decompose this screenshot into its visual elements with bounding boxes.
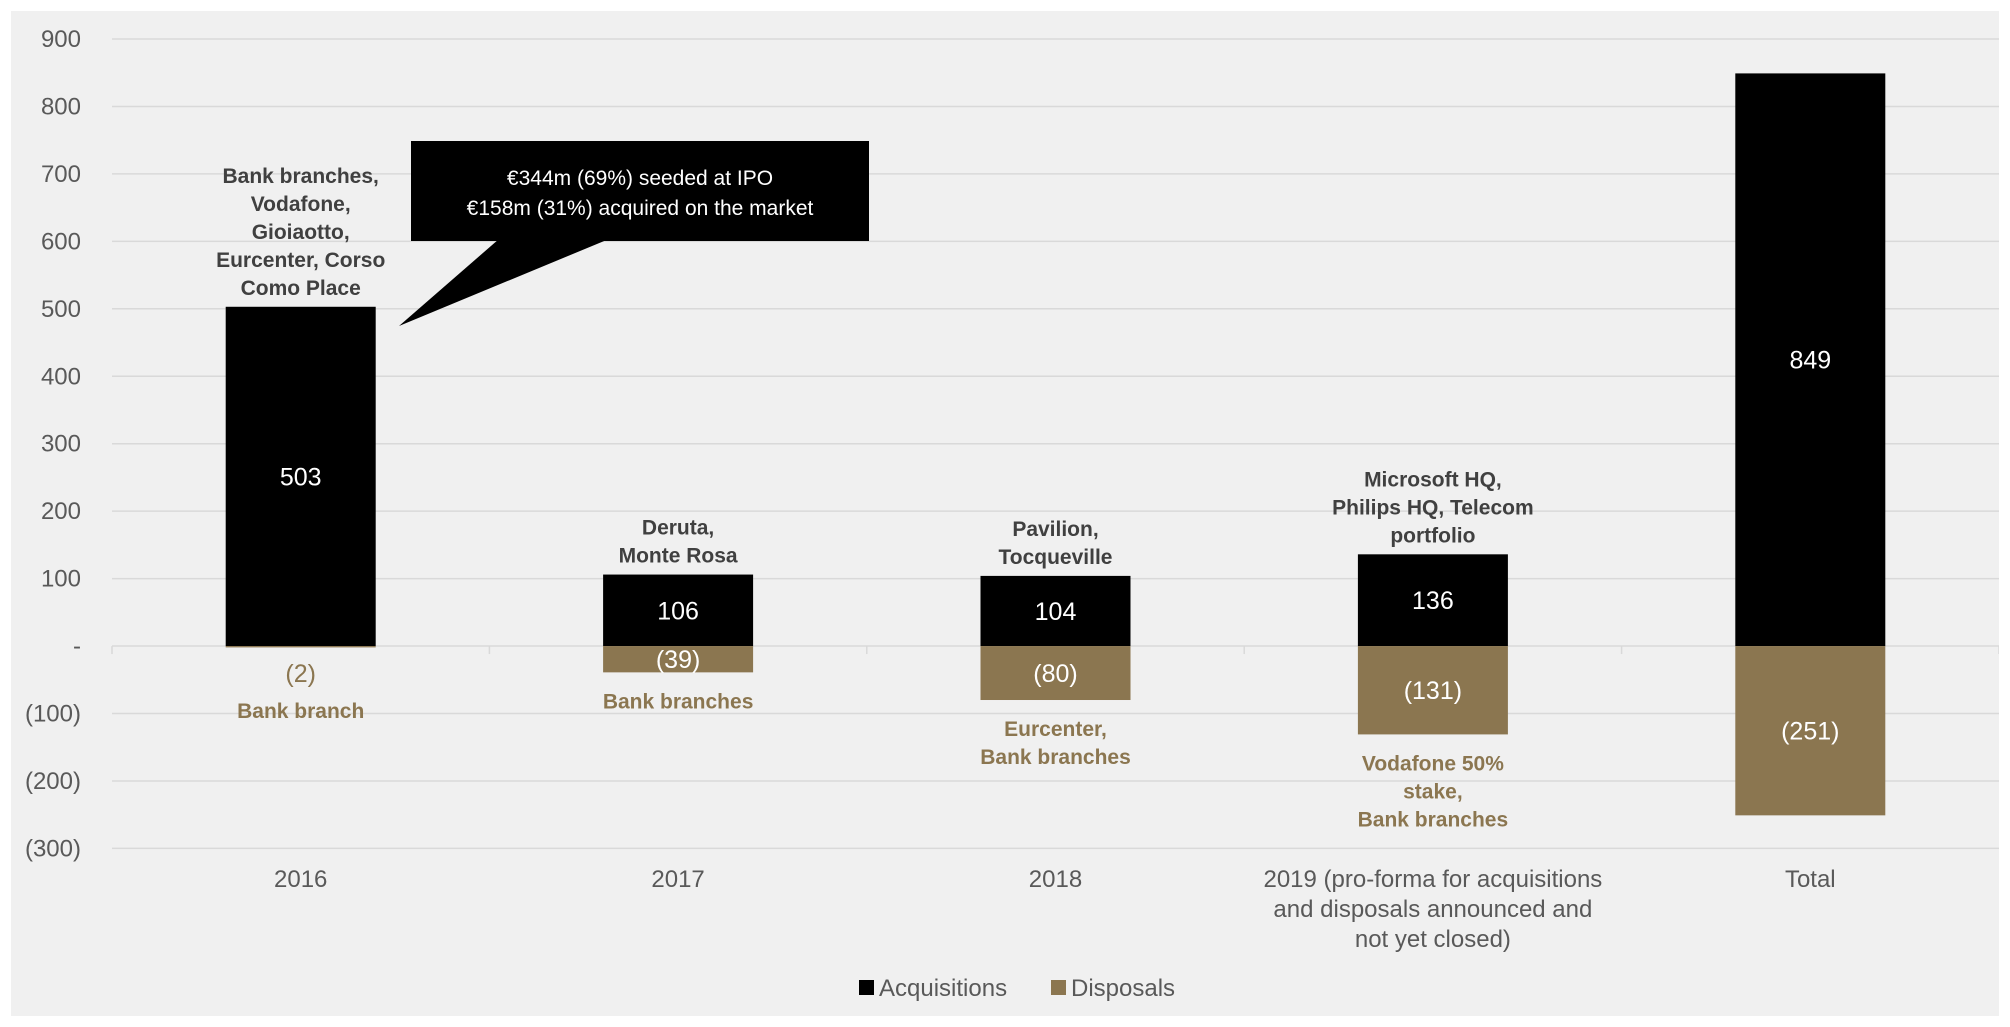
- disposals-bar: [980, 646, 1131, 701]
- acquisitions-bar: [1735, 73, 1886, 647]
- disposals-value-label: (2): [285, 660, 316, 688]
- acquisition-annotation-line: Vodafone,: [251, 193, 351, 216]
- disposals-bar: [1357, 646, 1508, 735]
- disposal-annotation-line: Vodafone 50%: [1362, 752, 1504, 775]
- y-tick-label: 800: [41, 93, 81, 120]
- x-category-label: 2019 (pro-forma for acquisitions and disp…: [1263, 866, 1602, 953]
- callout-text: €158m (31%) acquired on the market: [467, 197, 814, 220]
- x-category-label: 2018: [1029, 866, 1082, 893]
- y-axis-tick-labels: (300) (200) (100) - 100 200 300 400 500 600 700 800…: [25, 26, 81, 862]
- acquisitions-value-label: 849: [1789, 347, 1831, 375]
- disposal-annotation-line: Bank branches: [980, 746, 1131, 769]
- disposal-annotation: Bank branch: [237, 700, 364, 723]
- acquisition-annotation-line: Gioiaotto,: [252, 221, 350, 244]
- bars: [225, 73, 1886, 816]
- disposals-value-label: (39): [656, 646, 700, 674]
- bar-annotations: Bank branches, Vodafone, Gioiaotto, Eurcent…: [216, 165, 1534, 832]
- disposal-annotation-line: Bank branches: [603, 690, 754, 713]
- y-tick-label: (300): [25, 835, 81, 862]
- disposal-annotation: Bank branches: [603, 690, 754, 713]
- disposal-annotation-line: stake,: [1403, 780, 1463, 803]
- y-tick-label: (100): [25, 701, 81, 728]
- acquisitions-value-label: 136: [1412, 587, 1454, 615]
- disposals-value-label: (251): [1781, 718, 1839, 746]
- bar-chart: (300) (200) (100) - 100 200 300 400 500 600 700 800…: [25, 26, 1999, 1002]
- acquisitions-bar: [225, 306, 376, 647]
- y-tick-label: 600: [41, 228, 81, 255]
- acquisition-annotation-line: Tocqueville: [999, 546, 1113, 569]
- disposal-annotation-line: Bank branches: [1358, 808, 1509, 831]
- acquisitions-bar: [603, 574, 754, 647]
- x-category-label-line: 2017: [651, 866, 704, 893]
- acquisition-annotation-line: Pavilion,: [1012, 518, 1098, 541]
- acquisition-annotation-line: portfolio: [1390, 524, 1475, 547]
- x-category-label: Total: [1785, 866, 1836, 893]
- acquisition-annotation-line: Eurcenter, Corso: [216, 249, 385, 272]
- y-tick-label: 300: [41, 431, 81, 458]
- acquisition-annotation-line: Bank branches,: [222, 165, 378, 188]
- acquisition-annotation-line: Como Place: [241, 277, 361, 300]
- disposal-annotation-line: Eurcenter,: [1004, 718, 1107, 741]
- acquisitions-bar: [1357, 554, 1508, 647]
- disposals-value-label: (131): [1404, 677, 1462, 705]
- acquisition-annotation: Deruta, Monte Rosa: [619, 517, 738, 568]
- x-category-label-line: and disposals announced and: [1273, 896, 1592, 923]
- chart-panel: (300) (200) (100) - 100 200 300 400 500 600 700 800…: [11, 11, 1999, 1016]
- disposals-value-label: (80): [1033, 660, 1077, 688]
- y-tick-label: 400: [41, 363, 81, 390]
- x-axis-category-labels: 2016 2017 2018 2019 (pro-forma for acquisit…: [274, 866, 1836, 953]
- x-category-label-line: 2018: [1029, 866, 1082, 893]
- acquisitions-value-label: 503: [280, 463, 322, 491]
- x-category-label-line: Total: [1785, 866, 1836, 893]
- y-tick-label: 200: [41, 498, 81, 525]
- legend-swatch: [1051, 980, 1066, 995]
- legend-label: Disposals: [1071, 975, 1175, 1002]
- value-labels: 503 106 104 136 849 (2) (39) (80) (131) (251): [280, 347, 1840, 746]
- legend: Acquisitions Disposals: [859, 975, 1175, 1002]
- x-category-label-line: 2019 (pro-forma for acquisitions: [1263, 866, 1602, 893]
- acquisitions-value-label: 106: [657, 597, 699, 625]
- x-category-label: 2016: [274, 866, 327, 893]
- callout-box: €344m (69%) seeded at IPO €158m (31%) acq…: [399, 141, 869, 326]
- legend-label: Acquisitions: [879, 975, 1007, 1002]
- y-tick-label: -: [73, 633, 81, 660]
- disposal-annotation: Vodafone 50% stake, Bank branches: [1358, 752, 1509, 831]
- y-tick-label: (200): [25, 768, 81, 795]
- disposal-annotation: Eurcenter, Bank branches: [980, 718, 1131, 769]
- callout-pointer: [399, 239, 609, 326]
- y-tick-label: 500: [41, 296, 81, 323]
- y-tick-label: 700: [41, 161, 81, 188]
- disposals-bar: [225, 646, 376, 648]
- disposals-bar: [1735, 646, 1886, 816]
- x-category-label: 2017: [651, 866, 704, 893]
- acquisition-annotation-line: Monte Rosa: [619, 545, 738, 568]
- acquisition-annotation-line: Philips HQ, Telecom: [1332, 496, 1534, 519]
- y-tick-label: 100: [41, 566, 81, 593]
- disposal-annotation-line: Bank branch: [237, 700, 364, 723]
- acquisition-annotation: Microsoft HQ, Philips HQ, Telecom portfoli…: [1332, 468, 1534, 547]
- acquisition-annotation: Pavilion, Tocqueville: [999, 518, 1113, 569]
- callout-rect: [411, 141, 869, 241]
- callout-text: €344m (69%) seeded at IPO: [507, 167, 773, 190]
- acquisition-annotation-line: Microsoft HQ,: [1364, 468, 1502, 491]
- acquisition-annotation: Bank branches, Vodafone, Gioiaotto, Eurcent…: [216, 165, 385, 300]
- acquisitions-bar: [980, 575, 1131, 647]
- x-category-label-line: 2016: [274, 866, 327, 893]
- x-category-label-line: not yet closed): [1355, 926, 1511, 953]
- disposals-bar: [603, 646, 754, 673]
- y-tick-label: 900: [41, 26, 81, 53]
- legend-swatch: [859, 980, 874, 995]
- acquisition-annotation-line: Deruta,: [642, 517, 714, 540]
- acquisitions-value-label: 104: [1035, 598, 1077, 626]
